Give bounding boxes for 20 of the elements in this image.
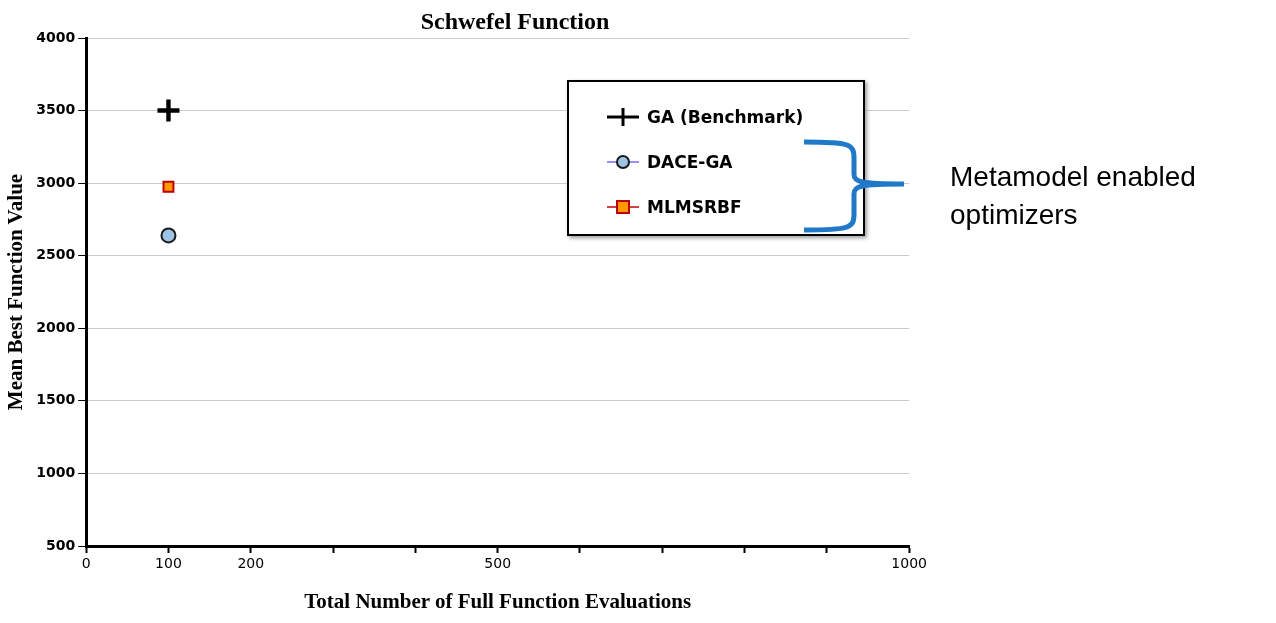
- legend-label: DACE-GA: [647, 151, 733, 172]
- y-tick-label: 1000: [36, 464, 76, 481]
- x-tick-label: 500: [484, 555, 512, 572]
- y-tick-label: 2500: [36, 246, 76, 263]
- y-axis-title: Mean Best Function Value: [3, 173, 28, 411]
- legend-label: GA (Benchmark): [647, 106, 804, 127]
- y-tick-label: 2000: [36, 318, 76, 335]
- x-tick-label: 0: [81, 555, 91, 572]
- x-tick-label: 1000: [891, 555, 928, 572]
- legend-label: MLMSRBF: [647, 196, 742, 217]
- x-axis-title: Total Number of Full Function Evaluations: [304, 588, 692, 613]
- y-tick-label: 3500: [36, 101, 76, 118]
- y-tick-label: 500: [45, 536, 76, 553]
- x-tick-label: 100: [155, 555, 182, 572]
- y-tick-label: 4000: [36, 28, 76, 45]
- text: Metamodel enabled optimizers: [950, 160, 1197, 232]
- x-tick-label: 200: [237, 555, 265, 572]
- y-tick-label: 1500: [36, 391, 76, 408]
- chart-title: Schwefel Function: [419, 8, 611, 35]
- y-tick-label: 3000: [36, 173, 76, 190]
